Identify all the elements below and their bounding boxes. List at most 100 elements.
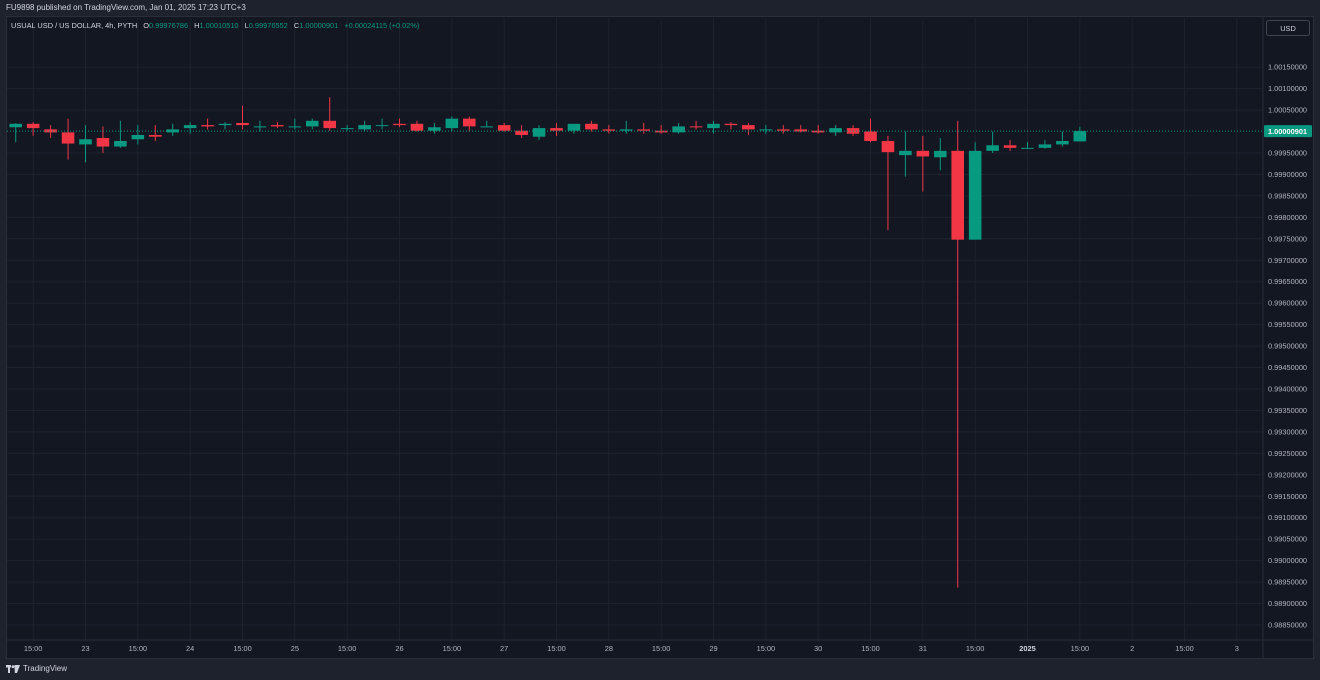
symbol-title[interactable]: USUAL USD / US DOLLAR, 4h, PYTH [11,21,138,30]
open-value: 0.99976786 [149,21,189,30]
candle-body [916,150,930,157]
x-tick-label: 15:00 [861,644,880,653]
tradingview-logo-icon[interactable] [6,665,20,673]
close-label: C [293,21,300,30]
last-price-badge [1264,125,1312,138]
candle-body [864,131,877,141]
x-tick-label: 26 [395,644,403,653]
x-tick-label: 3 [1235,644,1239,653]
candle-body [236,122,249,126]
candle-body [689,126,703,128]
candle-body [707,123,720,129]
currency-button[interactable]: USD [1266,20,1310,36]
candle-body [79,139,92,145]
y-tick-label: 0.98850000 [1268,620,1307,629]
candle-body [776,129,790,131]
candle-body [742,125,755,130]
candle-body [532,128,546,137]
y-tick-label: 0.99800000 [1268,213,1307,222]
y-tick-label: 0.99150000 [1268,492,1307,501]
y-tick-label: 0.99100000 [1268,513,1307,522]
candle-body [881,140,895,153]
x-tick-label: 29 [709,644,717,653]
x-tick-label: 15:00 [1071,644,1090,653]
chart-frame [6,16,1314,659]
y-tick-label: 0.98900000 [1268,599,1307,608]
candle-body [724,123,738,126]
low-value: 0.99976552 [248,21,288,30]
candle-body [462,118,476,127]
footer: TradingView [6,662,67,676]
candle-body [44,129,57,133]
candle-body [1073,131,1087,142]
candle-body [253,126,267,128]
candle-body [497,125,511,131]
y-tick-label: 1.00050000 [1268,106,1307,115]
x-tick-label: 15:00 [443,644,462,653]
candle-body [410,123,424,131]
x-tick-label: 30 [814,644,822,653]
candle-body [61,132,75,144]
y-tick-label: 0.99300000 [1268,427,1307,436]
candle-body [358,125,371,130]
y-tick-label: 0.99850000 [1268,191,1307,200]
y-tick-label: 0.99550000 [1268,320,1307,329]
x-tick-label: 15:00 [129,644,148,653]
high-value: 1.00010510 [199,21,239,30]
low-label: L [244,21,249,30]
high-label: H [194,21,200,30]
x-tick-label: 27 [500,644,508,653]
candle-body [933,150,947,158]
published-header: FU9898 published on TradingView.com, Jan… [6,3,246,12]
candle-body [9,123,23,128]
candle-body [899,150,912,156]
candle-body [637,129,651,131]
candle-body [585,123,598,130]
y-tick-label: 0.99700000 [1268,256,1307,265]
y-tick-label: 0.99200000 [1268,470,1307,479]
x-tick-label: 15:00 [233,644,252,653]
candle-body [515,130,528,135]
candle-body [794,129,808,132]
candle-body [1038,144,1052,148]
candle-body [445,118,459,129]
candle-body [271,125,284,127]
x-tick-label: 2 [1130,644,1134,653]
candle-body [288,126,302,128]
candle-body [393,123,406,126]
candle-body [1021,147,1034,149]
y-tick-label: 0.99750000 [1268,234,1307,243]
y-tick-label: 0.99950000 [1268,148,1307,157]
y-tick-label: 0.99900000 [1268,170,1307,179]
x-tick-label: 15:00 [966,644,985,653]
y-tick-label: 0.98950000 [1268,578,1307,587]
candle-body [218,123,232,126]
candle-body [951,150,965,240]
candle-body [26,123,40,129]
ohlc-legend: USUAL USD / US DOLLAR, 4h, PYTH O0.99976… [11,20,419,32]
y-tick-label: 0.99500000 [1268,342,1307,351]
x-tick-label: 15:00 [652,644,671,653]
candle-body [323,120,337,129]
candle-body [619,129,633,131]
y-tick-label: 0.99350000 [1268,406,1307,415]
candle-body [428,127,441,131]
y-tick-label: 1.00100000 [1268,84,1307,93]
candle-body [131,134,145,140]
x-tick-label: 15:00 [757,644,776,653]
x-tick-label: 28 [605,644,613,653]
candle-body [829,128,842,133]
y-tick-label: 0.99050000 [1268,535,1307,544]
footer-brand[interactable]: TradingView [23,664,68,673]
x-tick-label: 31 [919,644,927,653]
close-value: 1.00000901 [299,21,339,30]
candle-body [1056,140,1069,145]
candle-body [305,120,319,127]
last-price-label: 1.00000901 [1268,127,1307,136]
candle-body [148,134,162,137]
candle-body [672,126,685,133]
y-tick-label: 0.99450000 [1268,363,1307,372]
y-tick-label: 0.99250000 [1268,449,1307,458]
x-tick-label: 15:00 [24,644,43,653]
